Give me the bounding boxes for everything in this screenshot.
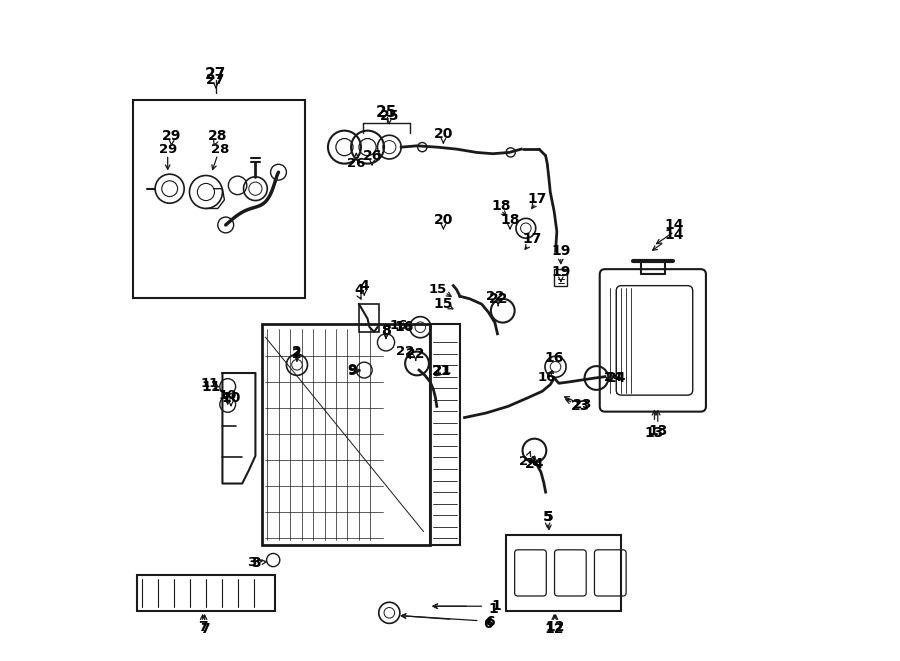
Text: 22: 22 xyxy=(486,290,504,303)
Text: 19: 19 xyxy=(551,266,571,280)
Text: 10: 10 xyxy=(221,391,240,405)
Text: 18: 18 xyxy=(500,213,520,227)
Text: 22: 22 xyxy=(406,346,426,361)
Text: 1: 1 xyxy=(488,602,498,616)
Text: 2: 2 xyxy=(292,346,302,361)
Text: 11: 11 xyxy=(200,377,219,390)
Text: 15: 15 xyxy=(434,297,454,311)
Text: 12: 12 xyxy=(544,621,564,636)
Text: 5: 5 xyxy=(544,510,554,524)
Text: 22: 22 xyxy=(396,345,414,358)
Text: 16: 16 xyxy=(394,320,413,334)
Text: 17: 17 xyxy=(523,233,542,247)
Text: 23: 23 xyxy=(572,398,591,411)
Text: 6: 6 xyxy=(485,615,494,629)
Text: 29: 29 xyxy=(158,143,176,155)
Text: 9: 9 xyxy=(347,364,357,378)
Bar xyxy=(262,324,430,545)
Text: 19: 19 xyxy=(551,245,571,258)
Bar xyxy=(133,100,305,297)
Text: 9: 9 xyxy=(347,363,357,377)
Text: 3: 3 xyxy=(248,556,256,569)
Text: 28: 28 xyxy=(208,129,228,143)
Text: 5: 5 xyxy=(543,510,553,524)
Text: 14: 14 xyxy=(664,228,684,242)
Text: 24: 24 xyxy=(525,457,544,471)
Text: 16: 16 xyxy=(390,319,408,332)
Text: 12: 12 xyxy=(545,620,565,635)
Text: 8: 8 xyxy=(381,323,391,338)
Text: 23: 23 xyxy=(571,399,590,413)
Text: 25: 25 xyxy=(380,109,399,123)
Text: 26: 26 xyxy=(347,157,365,170)
Text: 14: 14 xyxy=(664,218,684,232)
Text: 7: 7 xyxy=(200,621,210,636)
Text: 20: 20 xyxy=(434,213,453,227)
Text: 18: 18 xyxy=(491,200,510,214)
Text: 21: 21 xyxy=(432,364,452,378)
Text: 10: 10 xyxy=(219,389,237,402)
Text: 2: 2 xyxy=(292,344,302,359)
Text: 25: 25 xyxy=(376,105,398,120)
Text: 21: 21 xyxy=(433,364,451,377)
Text: 24: 24 xyxy=(607,371,626,385)
Bar xyxy=(506,535,622,611)
Bar xyxy=(359,304,379,332)
Text: 17: 17 xyxy=(527,192,547,206)
Text: 26: 26 xyxy=(363,149,382,163)
Text: 27: 27 xyxy=(205,67,227,82)
Text: 13: 13 xyxy=(644,426,664,440)
Text: 24: 24 xyxy=(605,371,623,385)
Text: 16: 16 xyxy=(537,371,555,385)
Text: 3: 3 xyxy=(251,556,261,570)
Text: 22: 22 xyxy=(489,292,508,306)
Bar xyxy=(137,574,275,611)
Text: 16: 16 xyxy=(544,351,564,366)
Text: 4: 4 xyxy=(354,283,364,297)
Text: 20: 20 xyxy=(434,127,453,141)
Text: 7: 7 xyxy=(198,620,208,635)
Text: 11: 11 xyxy=(202,379,221,393)
Text: 24: 24 xyxy=(518,455,537,467)
Text: 27: 27 xyxy=(206,73,226,87)
Text: 15: 15 xyxy=(429,283,447,296)
Text: 29: 29 xyxy=(162,129,181,143)
Bar xyxy=(554,269,567,286)
Bar xyxy=(430,324,460,545)
Text: 13: 13 xyxy=(648,424,668,438)
Text: 6: 6 xyxy=(483,617,493,631)
Text: 1: 1 xyxy=(491,600,501,613)
Text: 8: 8 xyxy=(381,323,391,338)
Text: 4: 4 xyxy=(359,280,369,293)
Text: 28: 28 xyxy=(212,143,230,155)
